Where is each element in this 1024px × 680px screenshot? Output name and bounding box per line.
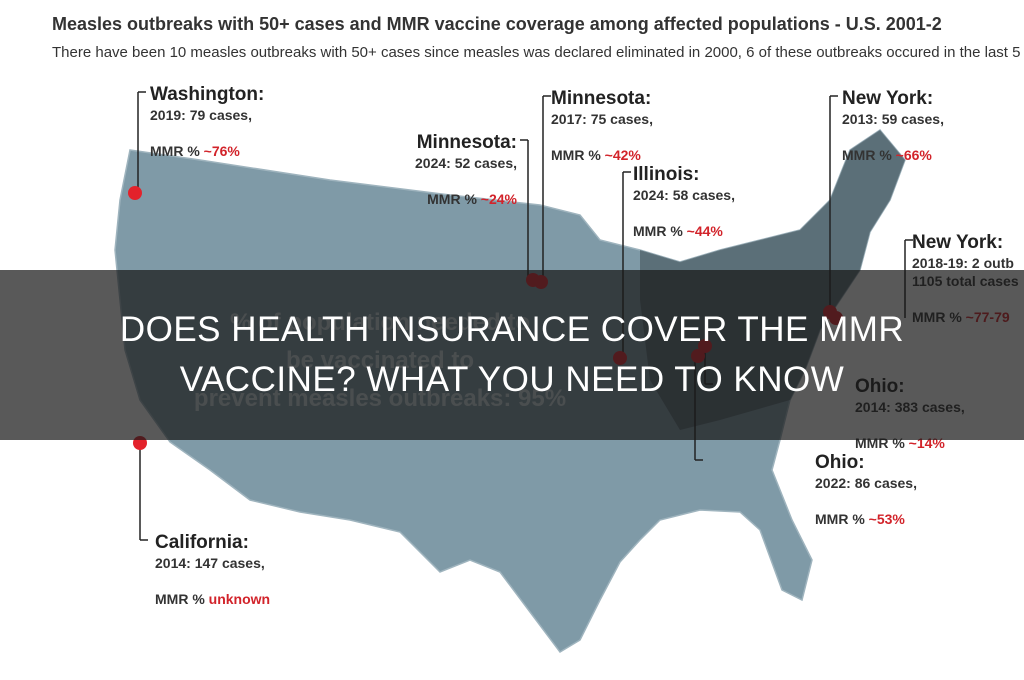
map-title: Measles outbreaks with 50+ cases and MMR… [52,14,942,34]
callout-mmr: MMR % ~42% [551,147,641,163]
mmr-label: MMR % [842,147,892,163]
callout-detail: 2014: 147 cases, [155,555,265,571]
callout-mmr: MMR % ~53% [815,511,905,527]
mmr-label: MMR % [815,511,865,527]
mmr-label: MMR % [427,191,477,207]
banner-title: Does Health Insurance Cover The MMR Vacc… [119,310,905,399]
banner: Does Health Insurance Cover The MMR Vacc… [0,270,1024,440]
callout-state: California: [155,532,249,553]
mmr-label: MMR % [633,223,683,239]
callout-detail: 2022: 86 cases, [815,475,917,491]
callout-detail: 2024: 52 cases, [415,155,517,171]
callout-state: Ohio: [815,452,865,473]
mmr-label: MMR % [155,591,205,607]
mmr-value: ~42% [605,147,642,163]
callout-detail: 2019: 79 cases, [150,107,252,123]
callout-detail: 2018-19: 2 outb [912,255,1014,271]
mmr-value: ~66% [896,147,933,163]
outbreak-dot [128,186,142,200]
callout-state: Minnesota: [551,88,651,109]
mmr-label: MMR % [551,147,601,163]
callout-state: New York: [842,88,933,109]
callout-detail: 2024: 58 cases, [633,187,735,203]
mmr-value: unknown [209,591,270,607]
callout-state: Washington: [150,84,264,105]
callout-state: Minnesota: [417,132,517,153]
callout-mmr: MMR % ~44% [633,223,723,239]
mmr-value: ~53% [869,511,906,527]
mmr-value: ~44% [687,223,724,239]
callout-detail: 2013: 59 cases, [842,111,944,127]
mmr-label: MMR % [150,143,200,159]
map-subtitle: There have been 10 measles outbreaks wit… [52,44,1024,61]
callout-mmr: MMR % ~24% [427,191,517,207]
mmr-value: ~76% [204,143,241,159]
callout-state: New York: [912,232,1003,253]
callout-mmr: MMR % ~66% [842,147,932,163]
mmr-value: ~24% [481,191,518,207]
callout-mmr: MMR % ~76% [150,143,240,159]
callout-detail: 2017: 75 cases, [551,111,653,127]
callout-mmr: MMR % unknown [155,591,270,607]
callout-state: Illinois: [633,164,700,185]
